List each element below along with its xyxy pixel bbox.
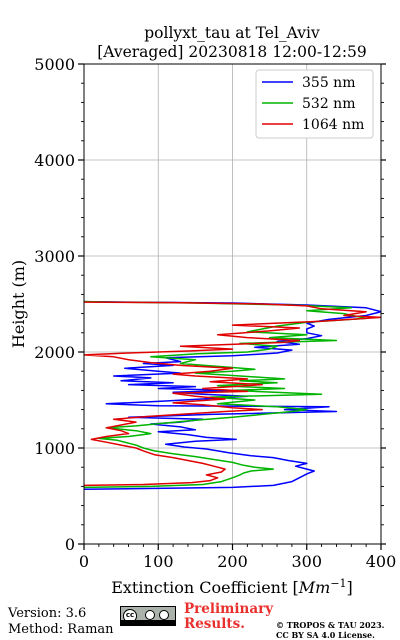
by-icon [145, 610, 155, 620]
legend-label: 532 nm [302, 96, 355, 112]
copyright-notice: © TROPOS & TAU 2023. CC BY SA 4.0 Licens… [276, 620, 384, 640]
method-text: Method: Raman [8, 622, 114, 637]
series-line-1064-nm [84, 301, 381, 487]
x-tick-label: 300 [291, 552, 322, 571]
y-tick-label: 5000 [34, 55, 75, 74]
chart-title: pollyxt_tau at Tel_Aviv [144, 24, 320, 42]
preliminary-line1: Preliminary [184, 601, 274, 617]
y-tick-label: 3000 [34, 247, 75, 266]
x-tick-label: 200 [217, 552, 248, 571]
copyright-line2: CC BY SA 4.0 License. [276, 630, 375, 640]
cc-badge-bar [121, 620, 175, 625]
cc-license-badge: cc [120, 606, 176, 626]
preliminary-notice: Preliminary Results. [184, 602, 273, 632]
x-tick-label: 0 [79, 552, 89, 571]
y-axis-label: Height (m) [9, 260, 28, 348]
legend: 355 nm 532 nm 1064 nm [255, 69, 374, 139]
y-tick-label: 0 [65, 535, 75, 554]
copyright-line1: © TROPOS & TAU 2023. [276, 620, 385, 630]
preliminary-line2: Results. [184, 616, 245, 632]
x-tick-label: 100 [143, 552, 174, 571]
y-tick-label: 4000 [34, 151, 75, 170]
plot-area [84, 300, 381, 491]
chart-subtitle: [Averaged] 20230818 12:00-12:59 [97, 43, 367, 61]
sa-icon [159, 610, 169, 620]
legend-label: 355 nm [302, 75, 355, 91]
y-tick-label: 2000 [34, 343, 75, 362]
x-axis-label: Extinction Coefficient [Mm−1] [111, 577, 353, 597]
legend-label: 1064 nm [302, 117, 364, 133]
y-tick-label: 1000 [34, 439, 75, 458]
version-text: Version: 3.6 [8, 606, 87, 621]
x-tick-label: 400 [366, 552, 397, 571]
legend-box [255, 69, 374, 139]
version-info: Version: 3.6 Method: Raman [8, 606, 114, 638]
